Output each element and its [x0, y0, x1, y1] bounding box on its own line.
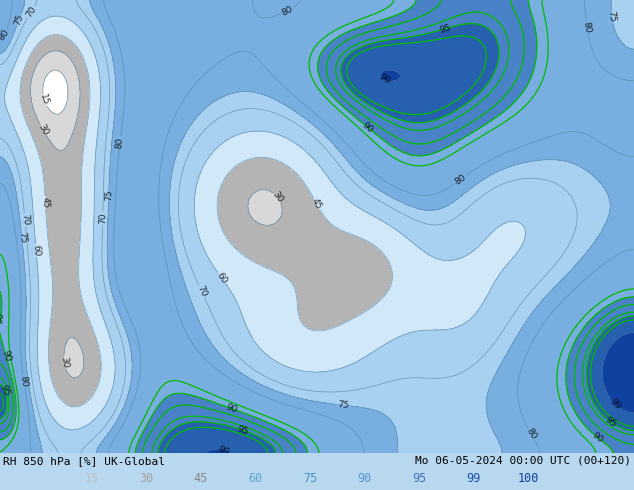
- Text: 95: 95: [604, 415, 618, 429]
- Text: 30: 30: [36, 122, 50, 137]
- Text: 60: 60: [31, 245, 41, 257]
- Text: RH 850 hPa [%] UK-Global: RH 850 hPa [%] UK-Global: [3, 456, 165, 466]
- Text: 80: 80: [582, 21, 592, 34]
- Text: 90: 90: [0, 349, 12, 363]
- Text: 75: 75: [13, 13, 25, 26]
- Text: 75: 75: [16, 231, 27, 244]
- Text: 15: 15: [39, 93, 51, 107]
- Text: 95: 95: [0, 384, 11, 398]
- Text: 80: 80: [524, 426, 538, 441]
- Text: 95: 95: [236, 424, 250, 437]
- Text: 80: 80: [18, 374, 29, 387]
- Text: 60: 60: [214, 270, 228, 285]
- Text: 45: 45: [310, 197, 323, 211]
- Text: 15: 15: [85, 472, 99, 486]
- Text: 99: 99: [467, 472, 481, 486]
- Text: 99: 99: [607, 396, 622, 411]
- Text: 95: 95: [438, 23, 451, 35]
- Text: 45: 45: [194, 472, 208, 486]
- Text: 70: 70: [20, 213, 30, 225]
- Text: 80: 80: [453, 172, 468, 186]
- Text: 30: 30: [271, 190, 285, 205]
- Text: 60: 60: [249, 472, 262, 486]
- Text: 75: 75: [337, 400, 350, 410]
- Text: 75: 75: [303, 472, 317, 486]
- Text: 75: 75: [607, 11, 617, 23]
- Text: Mo 06-05-2024 00:00 UTC (00+120): Mo 06-05-2024 00:00 UTC (00+120): [415, 456, 631, 466]
- Text: 45: 45: [41, 196, 50, 209]
- Text: 75: 75: [104, 189, 113, 201]
- Text: 90: 90: [358, 472, 372, 486]
- Text: 99: 99: [217, 444, 231, 457]
- Text: 100: 100: [517, 472, 539, 486]
- Text: 30: 30: [139, 472, 153, 486]
- Text: 90: 90: [360, 120, 375, 134]
- Text: 70: 70: [24, 4, 38, 19]
- Text: 80: 80: [0, 28, 11, 42]
- Text: 30: 30: [59, 356, 70, 368]
- Text: 70: 70: [98, 212, 107, 224]
- Text: 80: 80: [280, 4, 295, 17]
- Text: 90: 90: [225, 402, 239, 415]
- Text: 90: 90: [590, 430, 605, 444]
- Text: 70: 70: [195, 284, 208, 298]
- Text: 95: 95: [412, 472, 426, 486]
- Text: 90: 90: [0, 312, 6, 324]
- Text: 99: 99: [377, 73, 392, 86]
- Text: 80: 80: [115, 137, 125, 149]
